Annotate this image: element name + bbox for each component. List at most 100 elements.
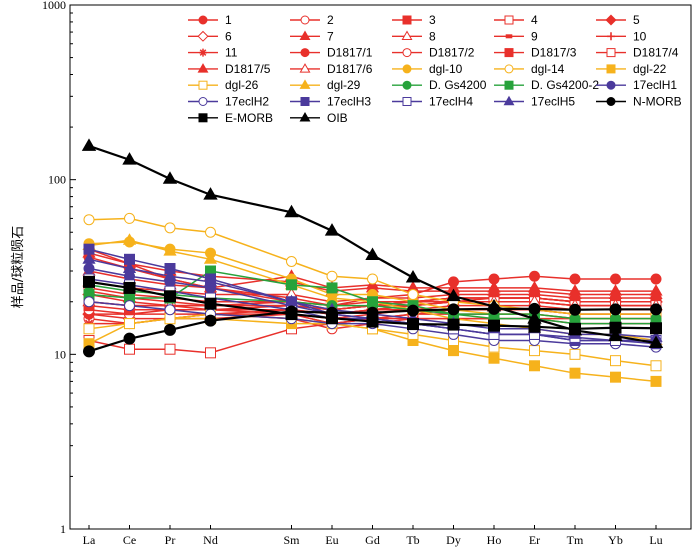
data-point xyxy=(529,360,540,372)
data-point xyxy=(569,273,581,285)
legend-label: D. Gs4200-2 xyxy=(531,78,599,92)
data-point xyxy=(407,289,419,301)
x-tick-label: Yb xyxy=(608,533,623,547)
data-point xyxy=(163,244,177,256)
legend-marker xyxy=(299,79,311,89)
data-point xyxy=(83,275,95,288)
data-point xyxy=(367,296,378,308)
data-point xyxy=(608,328,623,342)
data-point xyxy=(366,315,379,328)
legend-label: 6 xyxy=(225,29,232,43)
plot-frame xyxy=(69,4,692,530)
legend-entry: dgl-22 xyxy=(596,62,667,76)
legend-entry: D. Gs4200 xyxy=(392,78,487,92)
legend-entry: dgl-14 xyxy=(494,62,565,76)
y-axis: 1 10 100 1000 xyxy=(42,0,76,536)
legend-marker xyxy=(505,34,513,39)
legend-entry: 17eclH4 xyxy=(392,95,473,109)
data-point xyxy=(164,222,176,234)
legend-entry: OIB xyxy=(290,111,348,125)
legend-marker xyxy=(300,48,310,58)
series-line xyxy=(88,317,657,383)
data-point xyxy=(123,281,136,294)
x-tick-label: Gd xyxy=(365,533,380,547)
legend-entry: E-MORB xyxy=(188,111,273,125)
data-point xyxy=(83,345,95,358)
data-point xyxy=(610,371,621,383)
data-point xyxy=(164,323,176,336)
legend-label: 2 xyxy=(327,13,334,27)
data-point xyxy=(407,318,419,331)
legend-marker xyxy=(402,15,412,25)
legend-entry: D1817/5 xyxy=(188,62,271,76)
data-point xyxy=(365,247,380,260)
legend-entry: 1 xyxy=(188,13,232,27)
x-tick-label: La xyxy=(83,533,96,547)
data-point xyxy=(610,355,621,367)
legend-marker xyxy=(605,14,617,26)
data-point xyxy=(122,152,137,165)
data-point xyxy=(83,263,95,275)
data-point xyxy=(203,252,218,264)
legend-entry: D. Gs4200-2 xyxy=(494,78,599,92)
legend-entry: 11 xyxy=(188,46,238,60)
legend-label: 17eclH1 xyxy=(633,78,677,92)
legend-label: 17eclH2 xyxy=(225,95,269,109)
x-tick-label: Ce xyxy=(123,533,136,547)
data-point xyxy=(163,269,177,281)
data-point xyxy=(529,345,540,357)
legend-entry: dgl-10 xyxy=(392,62,463,76)
legend-label: 9 xyxy=(531,29,538,43)
legend-entry: 17eclH2 xyxy=(188,95,269,109)
legend-marker xyxy=(504,48,514,58)
data-point xyxy=(648,335,664,348)
data-point xyxy=(164,290,176,303)
legend-entry: D1817/3 xyxy=(494,46,577,60)
data-point xyxy=(203,187,218,200)
legend-entry: 17eclH3 xyxy=(290,95,371,109)
legend-entry: 2 xyxy=(290,13,334,27)
data-point xyxy=(81,138,97,151)
x-tick-label: Pr xyxy=(165,533,176,547)
data-point xyxy=(447,318,460,331)
legend-label: dgl-10 xyxy=(429,62,463,76)
legend-marker xyxy=(300,15,310,25)
legend-label: E-MORB xyxy=(225,111,273,125)
legend-marker xyxy=(607,32,615,41)
data-point xyxy=(326,270,338,282)
series-dgl-22 xyxy=(83,313,662,387)
data-point xyxy=(650,360,662,372)
data-point xyxy=(610,273,621,285)
data-point xyxy=(568,287,582,300)
data-point xyxy=(83,323,95,335)
legend-marker xyxy=(402,80,412,90)
data-point xyxy=(286,256,297,268)
data-point xyxy=(569,348,581,360)
data-point xyxy=(650,303,662,316)
legend-entry: 9 xyxy=(494,29,538,43)
data-point xyxy=(204,314,217,327)
data-point xyxy=(124,212,135,224)
series-line xyxy=(88,270,656,325)
data-point xyxy=(326,282,338,294)
data-point xyxy=(488,319,500,332)
legend-entry: 10 xyxy=(596,29,647,43)
data-point xyxy=(162,171,178,184)
legend-entry: N-MORB xyxy=(596,95,682,109)
series-line xyxy=(88,307,656,353)
legend-label: D1817/3 xyxy=(531,46,577,60)
legend-label: 10 xyxy=(633,29,647,43)
legend-entry: 5 xyxy=(596,13,640,27)
legend-entry: 17eclH1 xyxy=(596,78,677,92)
legend-label: D1817/6 xyxy=(327,62,373,76)
legend-marker xyxy=(402,64,412,74)
data-point xyxy=(284,204,299,218)
legend-marker xyxy=(198,80,208,90)
legend-marker xyxy=(402,48,412,58)
data-point xyxy=(122,233,137,245)
data-point xyxy=(488,352,500,364)
legend-label: 1 xyxy=(225,13,232,27)
data-point xyxy=(285,308,298,321)
data-point xyxy=(529,270,540,282)
